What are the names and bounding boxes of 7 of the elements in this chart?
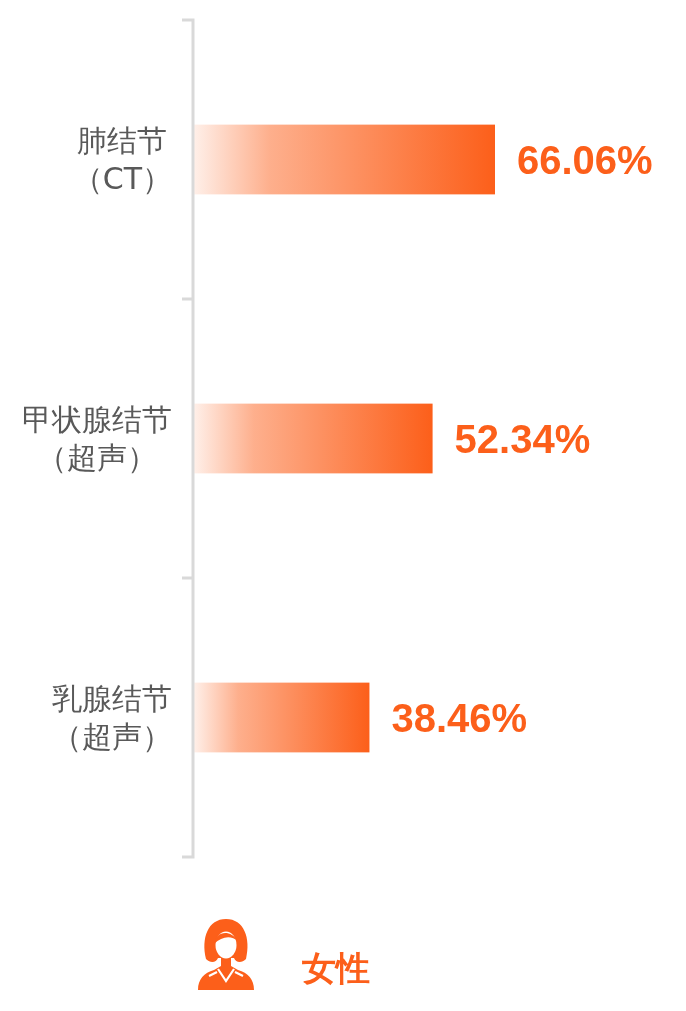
data-label: 38.46% bbox=[391, 695, 528, 740]
y-tick-label: 乳腺结节（超声） bbox=[52, 681, 172, 754]
data-label: 52.34% bbox=[454, 416, 591, 461]
y-tick-label: 肺结节（CT） bbox=[72, 123, 172, 196]
legend-label: 女性 bbox=[301, 948, 370, 988]
y-tick-label: 甲状腺结节（超声） bbox=[22, 402, 172, 475]
data-label: 66.06% bbox=[517, 137, 653, 182]
